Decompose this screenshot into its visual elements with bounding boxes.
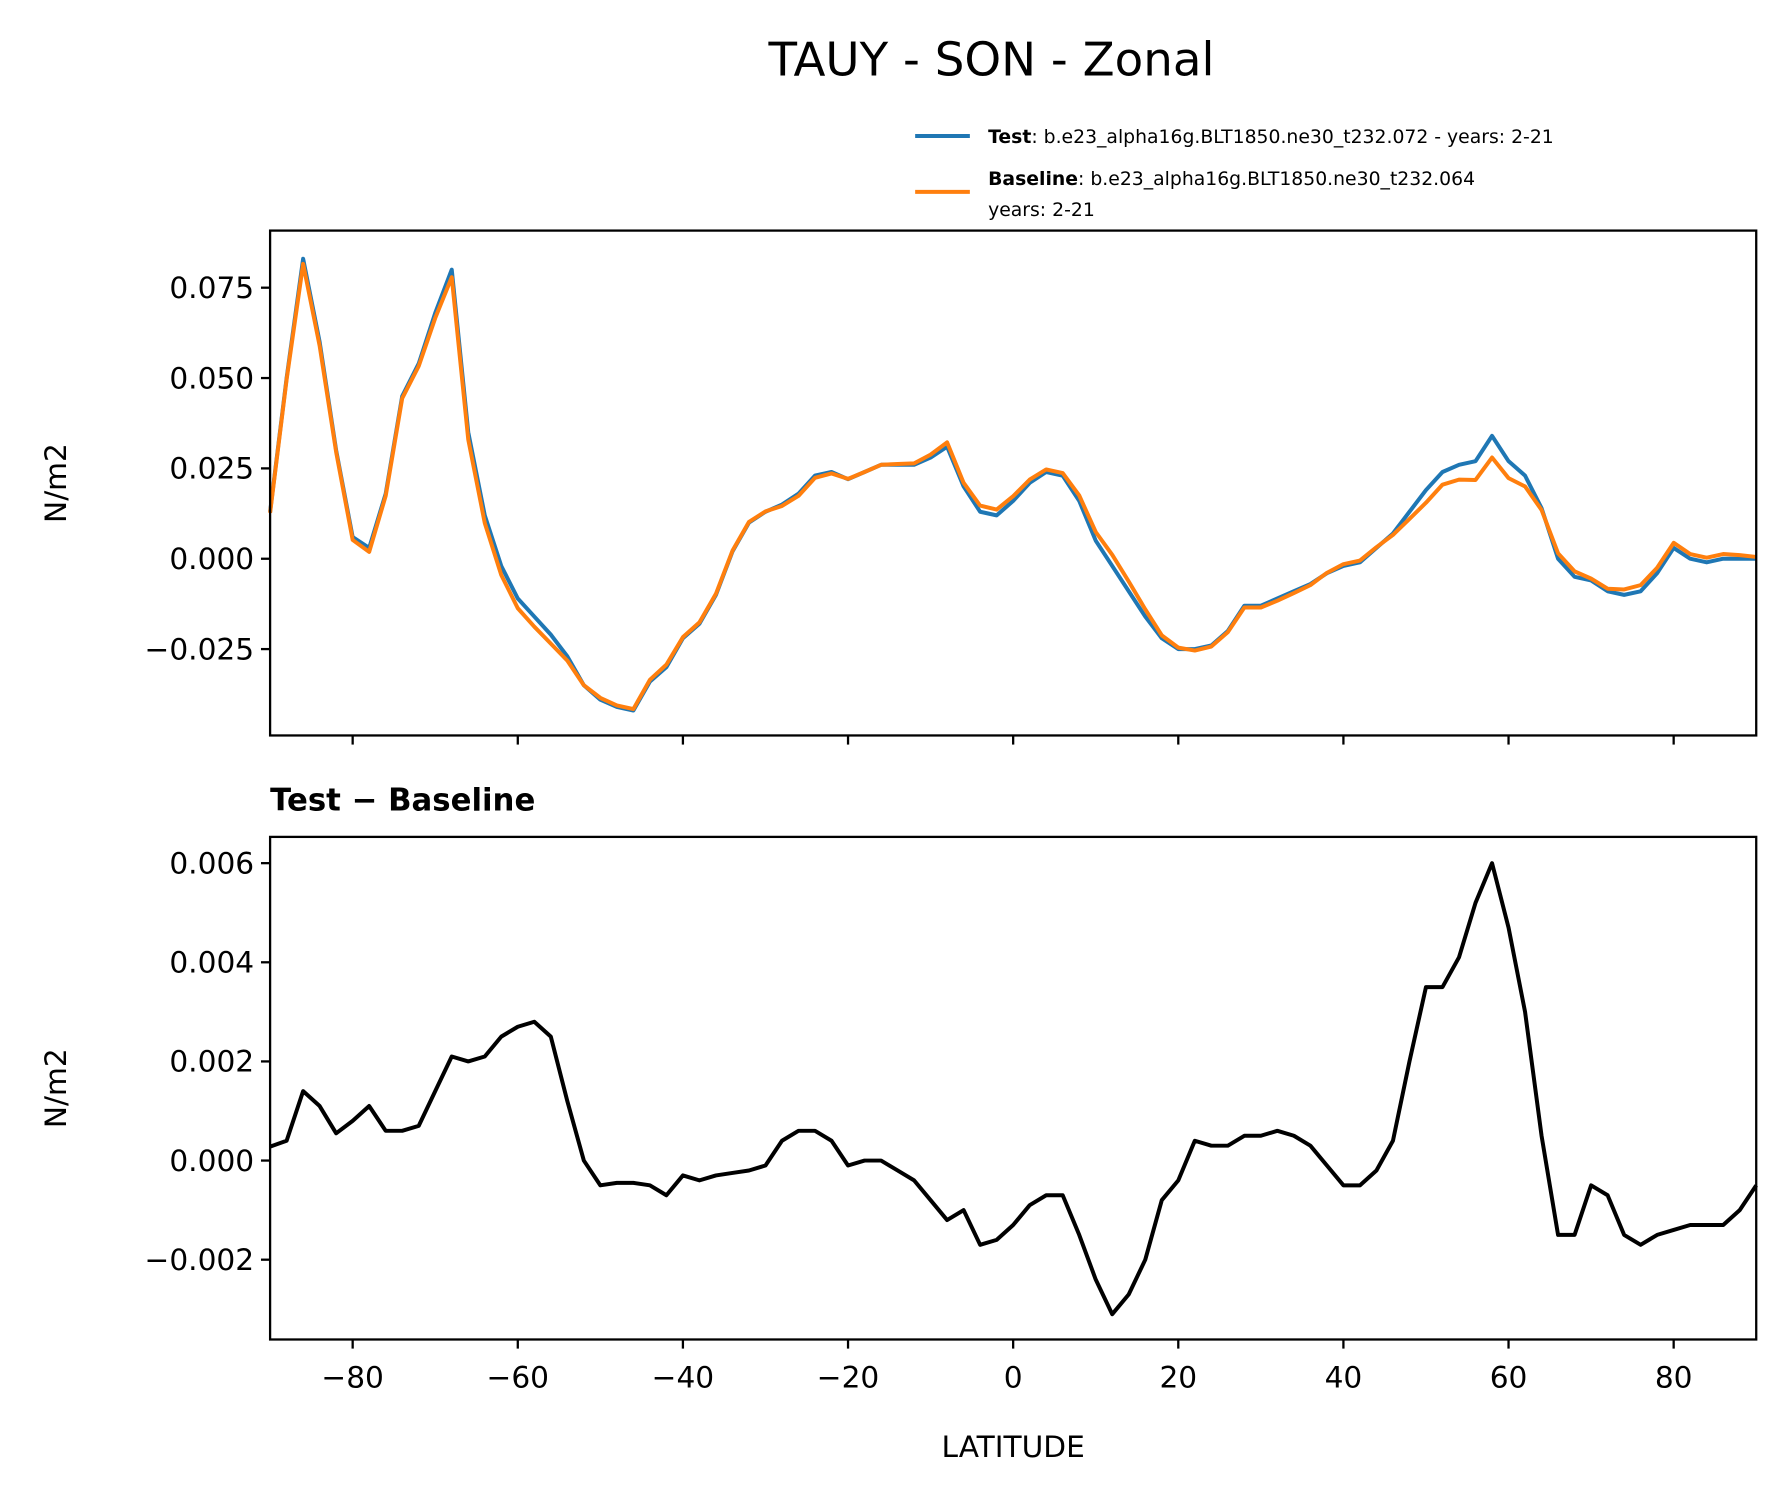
legend-name: Test (988, 127, 1031, 148)
x-tick-label: −80 (321, 1359, 384, 1394)
x-tick-label: 60 (1490, 1359, 1528, 1394)
legend-description: : b.e23_alpha16g.BLT1850.ne30_t232.064 (1078, 169, 1475, 190)
x-tick-label: 20 (1159, 1359, 1197, 1394)
x-tick-label: 0 (1004, 1359, 1023, 1394)
x-tick-label: −60 (487, 1359, 550, 1394)
y-tick-label: 0.075 (169, 270, 254, 305)
legend-label: Baseline: b.e23_alpha16g.BLT1850.ne30_t2… (988, 169, 1475, 190)
axes-frame (268, 835, 1758, 1341)
chart-title: TAUY - SON - Zonal (768, 34, 1215, 88)
legend-label: years: 2-21 (988, 200, 1095, 221)
y-tick-label: −0.002 (145, 1242, 255, 1277)
data-line (268, 261, 1757, 712)
data-line (268, 256, 1757, 713)
x-tick-label: 80 (1655, 1359, 1693, 1394)
x-tick-label: −20 (817, 1359, 880, 1394)
y-tick-label: 0.006 (169, 845, 254, 880)
y-tick-label: 0.004 (169, 945, 254, 980)
y-tick-label: 0.000 (169, 1143, 254, 1178)
y-tick-label: 0.002 (169, 1044, 254, 1079)
x-tick-label: 40 (1325, 1359, 1363, 1394)
x-tick-label: −40 (652, 1359, 715, 1394)
subplot-title: Test − Baseline (270, 783, 535, 819)
axes-frame (268, 229, 1758, 737)
y-tick-label: 0.000 (169, 541, 254, 576)
y-tick-label: −0.025 (145, 631, 255, 666)
legend-description: : b.e23_alpha16g.BLT1850.ne30_t232.072 -… (1031, 127, 1553, 148)
y-axis-label: N/m2 (38, 1048, 73, 1128)
y-tick-label: 0.050 (169, 360, 254, 395)
legend-label: Test: b.e23_alpha16g.BLT1850.ne30_t232.0… (988, 127, 1554, 148)
y-tick-label: 0.025 (169, 451, 254, 486)
x-axis-label: LATITUDE (942, 1429, 1085, 1464)
y-axis-label: N/m2 (38, 443, 73, 523)
legend-name: Baseline (988, 169, 1078, 190)
legend-description: years: 2-21 (988, 200, 1095, 221)
data-line (269, 861, 1758, 1317)
